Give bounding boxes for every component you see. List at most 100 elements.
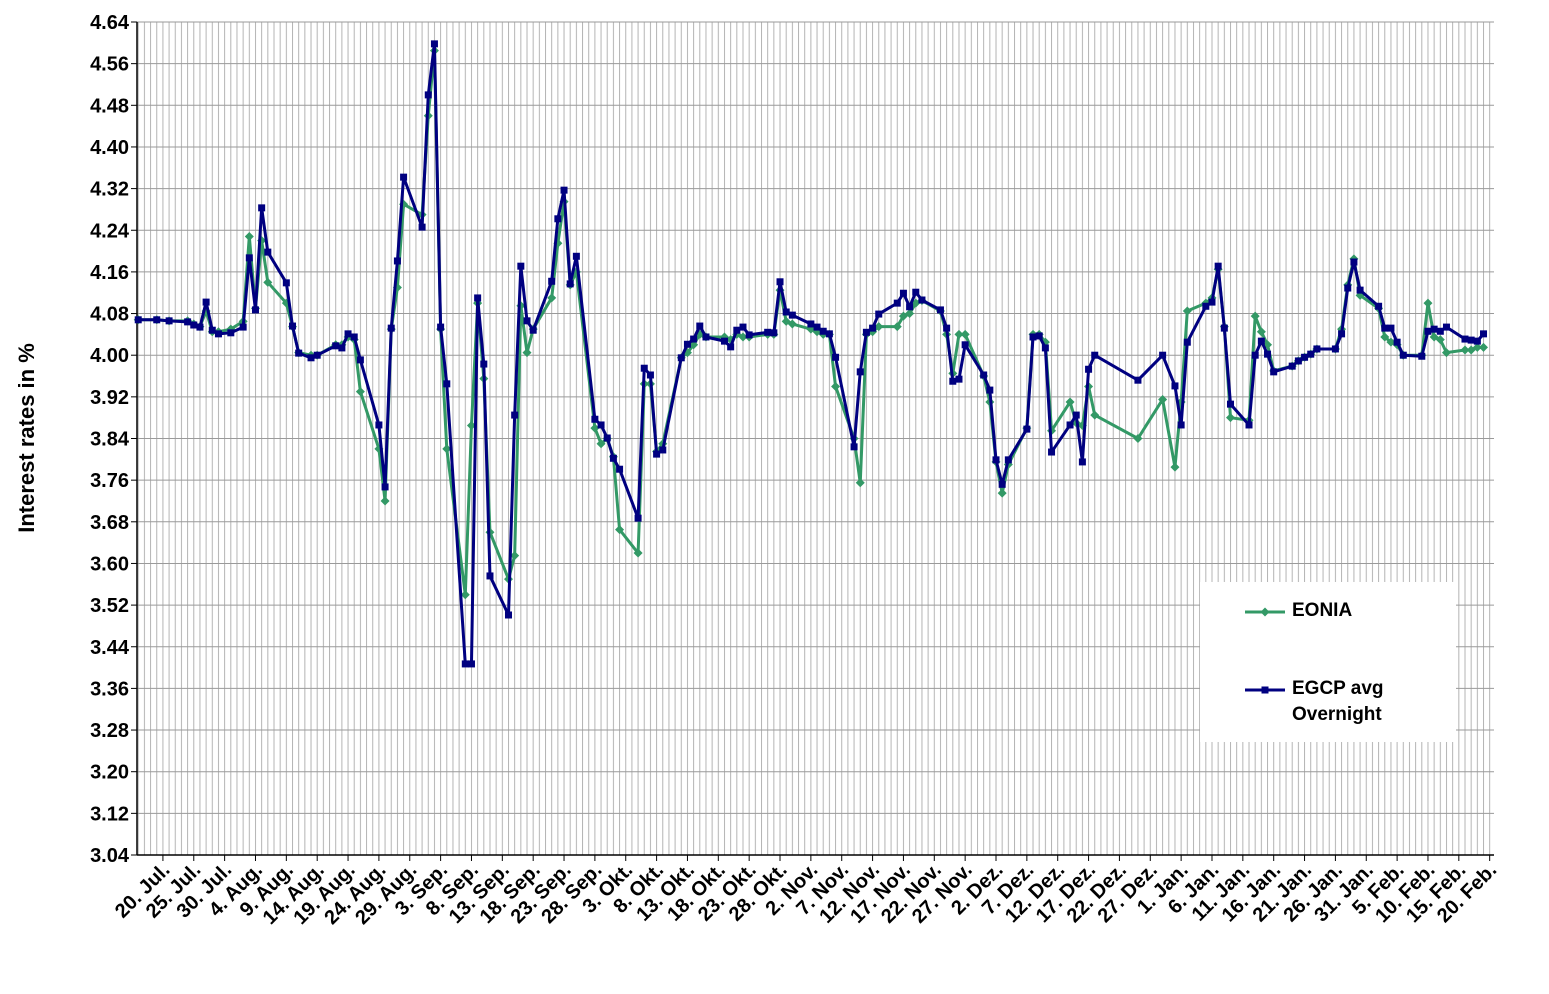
point <box>1023 425 1031 433</box>
y-tick-label: 3.12 <box>90 803 129 825</box>
point <box>400 173 408 181</box>
point <box>1307 350 1315 358</box>
point <box>510 551 520 561</box>
point <box>943 324 951 332</box>
y-tick-label: 4.08 <box>90 304 129 326</box>
point <box>720 337 728 345</box>
point <box>807 320 815 328</box>
point <box>239 323 247 331</box>
point <box>690 335 698 343</box>
point <box>596 439 606 449</box>
point <box>350 333 358 341</box>
point <box>529 326 537 334</box>
point <box>640 364 648 372</box>
point <box>184 318 192 326</box>
point <box>523 317 531 325</box>
y-tick-label: 3.60 <box>90 553 129 575</box>
point <box>466 420 476 430</box>
point <box>355 387 365 397</box>
point <box>702 333 710 341</box>
point <box>522 348 532 358</box>
point <box>954 329 964 339</box>
y-tick-label: 4.56 <box>90 54 129 76</box>
point <box>1159 351 1167 359</box>
point <box>615 525 625 535</box>
point <box>1029 333 1037 341</box>
point <box>819 327 827 335</box>
point <box>1288 362 1296 370</box>
point <box>1182 306 1192 316</box>
point <box>1171 382 1179 390</box>
point <box>788 311 796 319</box>
point <box>208 326 216 334</box>
point <box>869 324 877 332</box>
point <box>1214 262 1222 270</box>
point <box>745 331 753 339</box>
point <box>548 277 556 285</box>
point <box>1435 335 1445 345</box>
point <box>313 351 321 359</box>
point <box>393 257 401 265</box>
point <box>227 329 235 337</box>
point <box>832 353 840 361</box>
point <box>856 368 864 376</box>
point <box>634 514 642 522</box>
point <box>986 386 994 394</box>
point <box>356 356 364 364</box>
point <box>566 280 574 288</box>
point <box>1158 394 1168 404</box>
point <box>1177 421 1185 429</box>
y-tick-label: 3.04 <box>90 845 130 867</box>
point <box>1220 324 1228 332</box>
point <box>511 411 519 419</box>
point <box>430 40 438 48</box>
legend-item: EGCP avg Overnight <box>1292 678 1384 725</box>
point <box>442 444 452 454</box>
point <box>1091 351 1099 359</box>
point <box>936 306 944 314</box>
point <box>616 465 624 473</box>
point <box>381 483 389 491</box>
point <box>998 480 1006 488</box>
y-tick-label: 4.32 <box>90 179 129 201</box>
point <box>831 381 841 391</box>
point <box>258 204 266 212</box>
point <box>1479 342 1489 352</box>
point <box>467 660 475 668</box>
point <box>961 341 969 349</box>
point <box>1133 434 1143 443</box>
point <box>1035 332 1043 340</box>
point <box>1048 448 1056 456</box>
point <box>1260 607 1270 617</box>
point <box>1250 311 1260 321</box>
point <box>1004 456 1012 464</box>
point <box>677 354 685 362</box>
point <box>892 322 902 332</box>
point <box>906 303 914 311</box>
point <box>960 329 970 339</box>
point <box>899 289 907 297</box>
point <box>245 254 253 262</box>
point <box>480 360 488 368</box>
point <box>1257 337 1265 345</box>
point <box>1041 344 1049 352</box>
point <box>1380 332 1390 342</box>
y-tick-label: 3.36 <box>90 678 129 700</box>
point <box>862 328 870 336</box>
point <box>603 434 611 442</box>
y-tick-label: 4.64 <box>90 12 130 34</box>
point <box>1226 400 1234 408</box>
point <box>244 231 254 241</box>
point <box>1072 411 1080 419</box>
point <box>461 660 469 668</box>
point <box>165 317 173 325</box>
point <box>1399 351 1407 359</box>
point <box>782 308 790 316</box>
point <box>474 294 482 302</box>
point <box>905 309 915 319</box>
point <box>1423 298 1433 308</box>
point <box>202 298 210 306</box>
point <box>572 252 580 260</box>
point <box>1338 330 1346 338</box>
point <box>1461 335 1469 343</box>
